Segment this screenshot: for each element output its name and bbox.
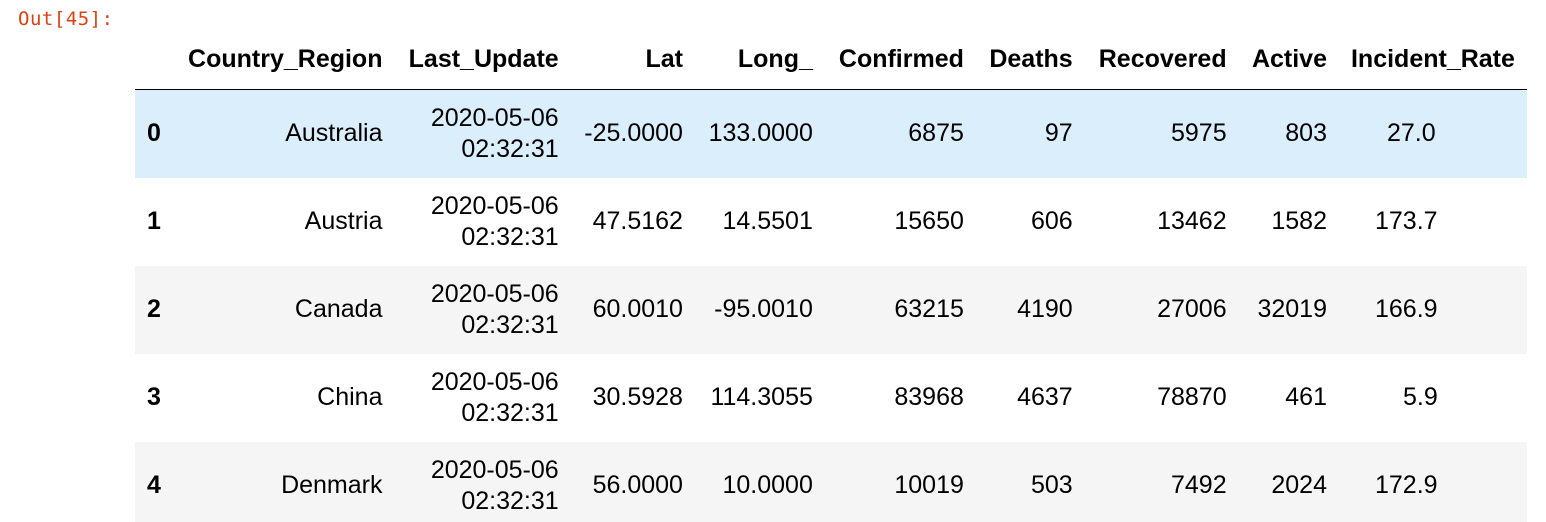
cell-confirmed: 6875: [908, 119, 964, 148]
cell-last-update: 2020-05-06 02:32:31: [394, 90, 570, 178]
row-index: 2: [147, 295, 161, 323]
cell-lat: 60.0010: [592, 295, 683, 323]
cell-date: 2020-05-06: [430, 103, 559, 132]
cell-incident-rate: 172.9: [1374, 471, 1438, 499]
cell-long: 14.5501: [722, 207, 813, 235]
cell-time: 02:32:31: [461, 222, 559, 251]
cell-confirmed: 15650: [894, 207, 964, 235]
header-active: Active: [1238, 30, 1339, 90]
header-country-region: Country_Region: [173, 30, 395, 90]
table-row: 0 Australia 2020-05-06 02:32:31 -25.0000 …: [135, 89, 1527, 178]
cell-confirmed: 10019: [894, 471, 964, 499]
table-row: 4 Denmark 2020-05-06 02:32:31 56.0000 10.…: [135, 441, 1527, 522]
cell-lat: -25.0000: [584, 119, 683, 148]
header-deaths: Deaths: [975, 30, 1085, 90]
header-row: Country_Region Last_Update Lat Long_ Con…: [135, 30, 1527, 90]
header-recovered: Recovered: [1084, 30, 1239, 90]
cell-country: Canada: [294, 295, 383, 323]
cell-deaths: 4637: [1017, 383, 1073, 411]
cell-long: -95.0010: [714, 295, 813, 323]
cell-deaths: 606: [1031, 207, 1073, 235]
cell-incident-rate: 173.7: [1374, 207, 1438, 235]
row-index: 4: [147, 471, 161, 499]
cell-lat: 30.5928: [592, 383, 683, 411]
cell-time: 02:32:31: [461, 310, 559, 339]
cell-recovered: 78870: [1157, 383, 1227, 411]
cell-time: 02:32:31: [461, 398, 559, 427]
cell-recovered: 27006: [1157, 295, 1227, 323]
dataframe-scroll-area[interactable]: Country_Region Last_Update Lat Long_ Con…: [135, 30, 1527, 522]
cell-confirmed: 63215: [894, 295, 964, 323]
cell-country: Australia: [285, 119, 383, 148]
cell-time: 02:32:31: [461, 134, 559, 163]
row-index: 1: [147, 207, 161, 235]
row-index: 0: [147, 119, 161, 148]
cell-confirmed: 83968: [894, 383, 964, 411]
cell-long: 114.3055: [710, 383, 813, 411]
cell-date: 2020-05-06: [430, 191, 559, 220]
cell-deaths: 4190: [1017, 295, 1073, 323]
header-incident-rate: Incident_Rate: [1338, 30, 1527, 90]
header-last-update: Last_Update: [394, 30, 571, 90]
cell-incident-rate: 166.9: [1374, 295, 1438, 323]
header-index: [135, 30, 174, 90]
table-row: 1 Austria 2020-05-06 02:32:31 47.5162 14.…: [135, 177, 1527, 266]
cell-lat: 47.5162: [592, 207, 683, 235]
output-prompt: Out[45]:: [18, 8, 114, 30]
table-row: 3 China 2020-05-06 02:32:31 30.5928 114.3…: [135, 353, 1527, 442]
cell-active: 2024: [1271, 471, 1327, 499]
cell-active: 1582: [1271, 207, 1327, 235]
cell-country: Denmark: [281, 471, 383, 499]
row-index: 3: [147, 383, 161, 411]
cell-incident-rate: 5.9: [1402, 383, 1438, 411]
cell-last-update: 2020-05-06 02:32:31: [394, 178, 570, 266]
header-confirmed: Confirmed: [824, 30, 976, 90]
cell-recovered: 13462: [1157, 207, 1227, 235]
cell-country: Austria: [304, 207, 383, 235]
table-row: 2 Canada 2020-05-06 02:32:31 60.0010 -95.…: [135, 265, 1527, 354]
cell-date: 2020-05-06: [430, 367, 559, 396]
cell-recovered: 5975: [1170, 119, 1227, 148]
cell-last-update: 2020-05-06 02:32:31: [394, 442, 570, 522]
header-lat: Lat: [570, 30, 695, 90]
cell-last-update: 2020-05-06 02:32:31: [394, 266, 570, 354]
cell-long: 10.0000: [722, 471, 813, 499]
cell-active: 32019: [1257, 295, 1327, 323]
cell-last-update: 2020-05-06 02:32:31: [394, 354, 570, 442]
cell-active: 461: [1285, 383, 1327, 411]
cell-country: China: [317, 383, 383, 411]
cell-deaths: 97: [1044, 119, 1073, 148]
cell-recovered: 7492: [1170, 471, 1227, 499]
header-long: Long_: [694, 30, 825, 90]
cell-active: 803: [1285, 119, 1327, 148]
dataframe-table: Country_Region Last_Update Lat Long_ Con…: [135, 30, 1527, 522]
cell-date: 2020-05-06: [430, 455, 559, 484]
cell-long: 133.0000: [708, 119, 813, 148]
cell-time: 02:32:31: [461, 486, 559, 515]
cell-lat: 56.0000: [592, 471, 683, 499]
cell-incident-rate: 27.0: [1386, 119, 1436, 148]
cell-date: 2020-05-06: [430, 279, 559, 308]
cell-deaths: 503: [1031, 471, 1073, 499]
